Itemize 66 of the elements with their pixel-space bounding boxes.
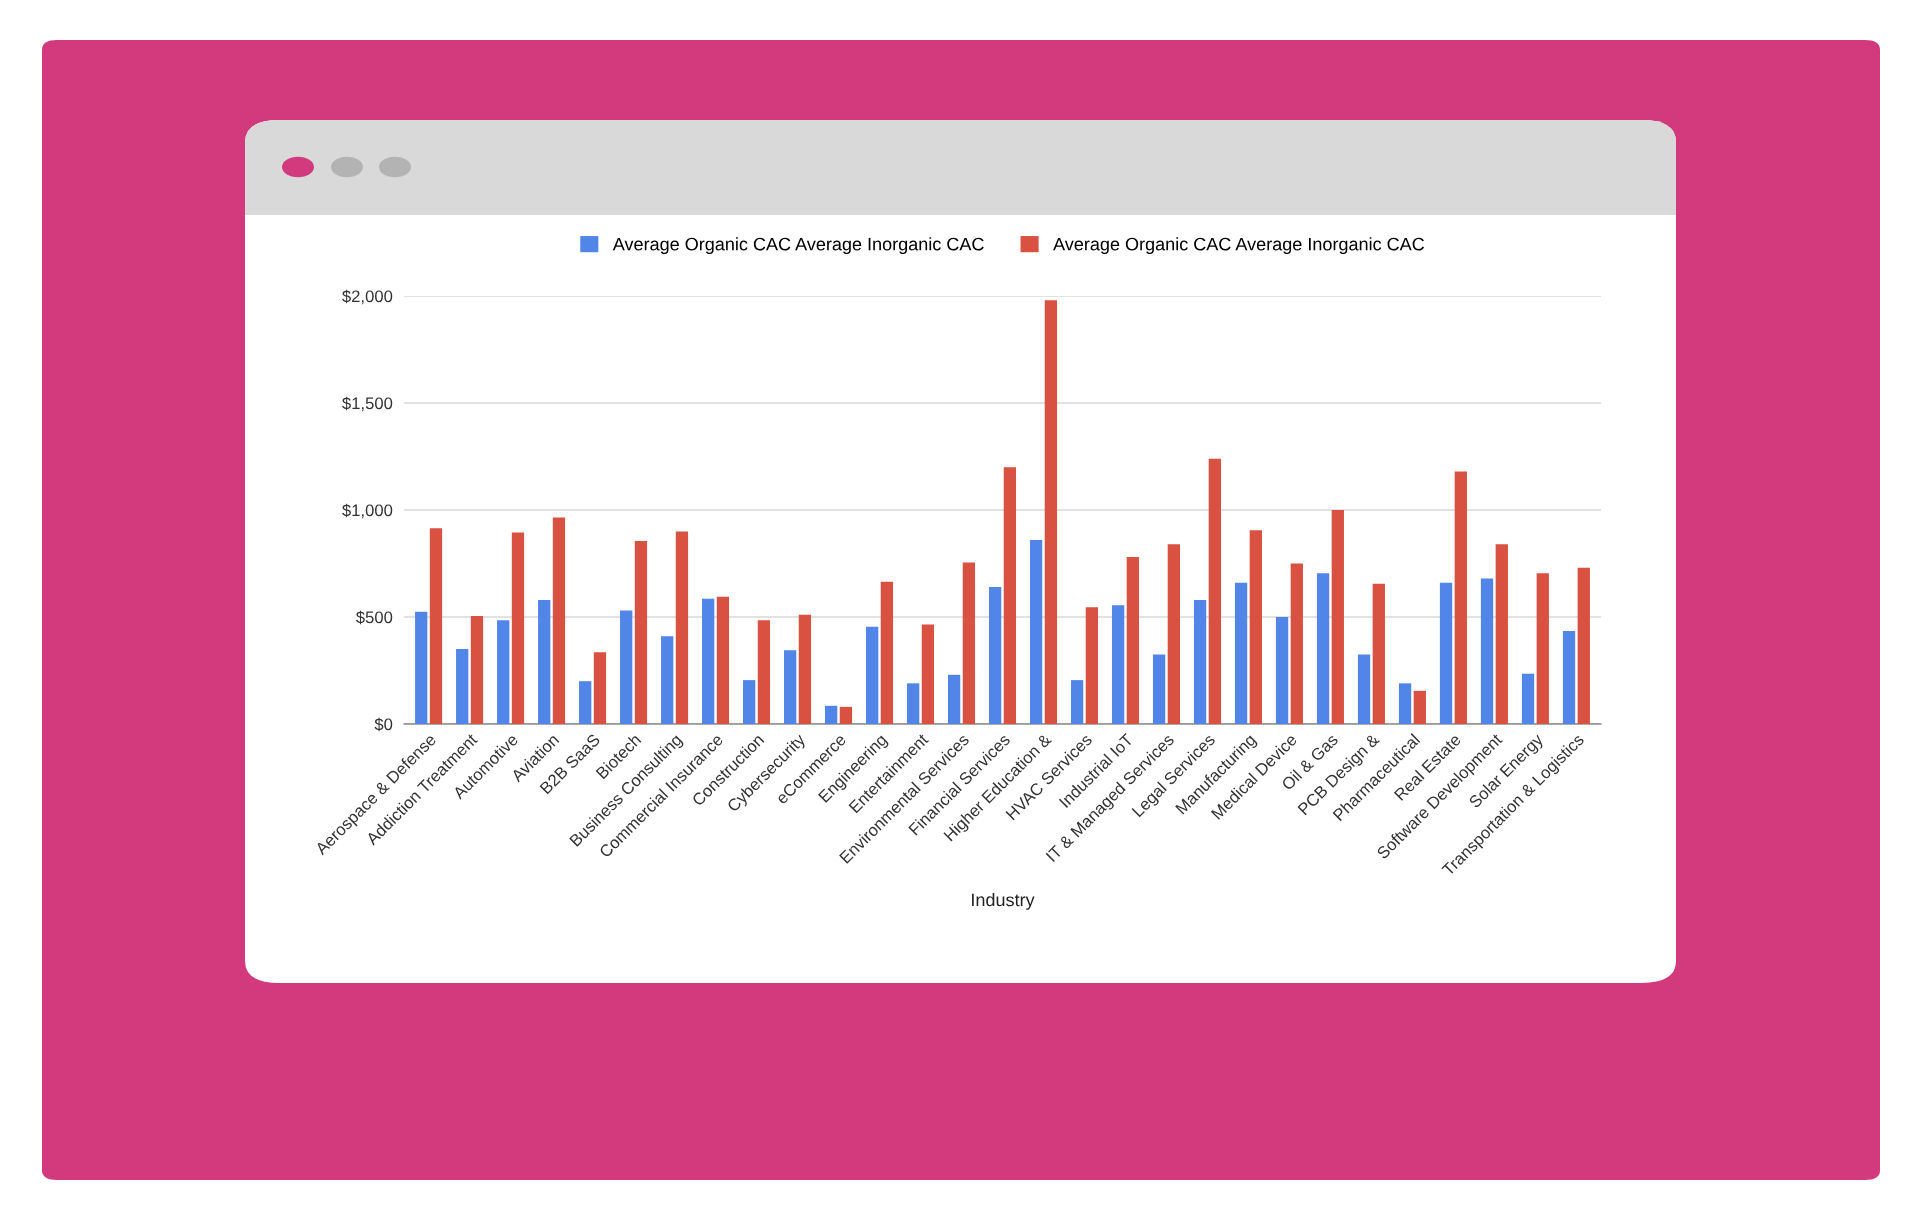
bar: [456, 649, 469, 724]
bar: [880, 581, 894, 724]
bar: [634, 541, 648, 724]
bar: [921, 624, 935, 724]
bar: [743, 680, 756, 724]
bar: [1152, 654, 1166, 724]
bar: [988, 587, 1002, 724]
bar: [1521, 673, 1535, 724]
bar: [593, 652, 607, 724]
bar: [1085, 607, 1099, 724]
bar: [839, 706, 853, 724]
bar: [497, 620, 510, 724]
bar: [1577, 567, 1590, 724]
bar: [1316, 573, 1330, 724]
y-tick-label: $1,000: [342, 503, 393, 519]
bar: [1413, 690, 1426, 724]
bar: [1290, 563, 1303, 724]
y-tick-label: $500: [356, 610, 393, 625]
bar: [620, 610, 633, 724]
bar: [1331, 510, 1344, 724]
y-tick-label: $2,000: [342, 289, 393, 305]
bar: [1070, 680, 1084, 724]
y-tick-label: $1,500: [342, 396, 393, 412]
bar: [1372, 583, 1385, 724]
bar: [661, 636, 674, 724]
bar: [415, 611, 428, 724]
bar: [511, 532, 525, 724]
bar: [1480, 578, 1494, 724]
bar: [429, 528, 443, 724]
bar: [1234, 582, 1248, 724]
bar: [1167, 544, 1180, 724]
bar: [825, 705, 838, 724]
bar: [757, 620, 771, 724]
bar: [947, 674, 961, 724]
bar: [716, 596, 730, 724]
bar: [1275, 617, 1289, 724]
legend-label: Average Organic CAC Average Inorganic CAC: [1053, 237, 1425, 255]
bar: [1536, 573, 1549, 724]
bar: [1044, 300, 1058, 724]
bar: [1495, 544, 1508, 724]
bar: [1111, 605, 1125, 724]
bar: [865, 626, 879, 724]
bar: [470, 615, 484, 724]
bar: [1398, 683, 1412, 724]
bar: [1357, 654, 1371, 724]
bar: [962, 562, 976, 724]
bar: [1029, 539, 1043, 724]
bar: [1126, 557, 1140, 724]
bar: [1439, 582, 1453, 724]
bar: [1003, 467, 1017, 724]
bar: [579, 681, 592, 724]
bar: [784, 650, 797, 724]
bar: [1562, 630, 1576, 724]
bar: [1454, 471, 1467, 724]
y-tick-label: $0: [374, 717, 393, 732]
legend-label: Average Organic CAC Average Inorganic CAC: [612, 237, 984, 255]
bar: [798, 614, 812, 724]
bar: [906, 683, 920, 724]
bar: [552, 517, 566, 724]
bar: [1249, 530, 1262, 724]
bar: [538, 599, 551, 724]
bar: [1193, 599, 1207, 724]
bar: [702, 598, 715, 724]
bar: [675, 531, 689, 724]
x-axis-title: Industry: [972, 893, 1035, 910]
bar: [1208, 458, 1221, 724]
